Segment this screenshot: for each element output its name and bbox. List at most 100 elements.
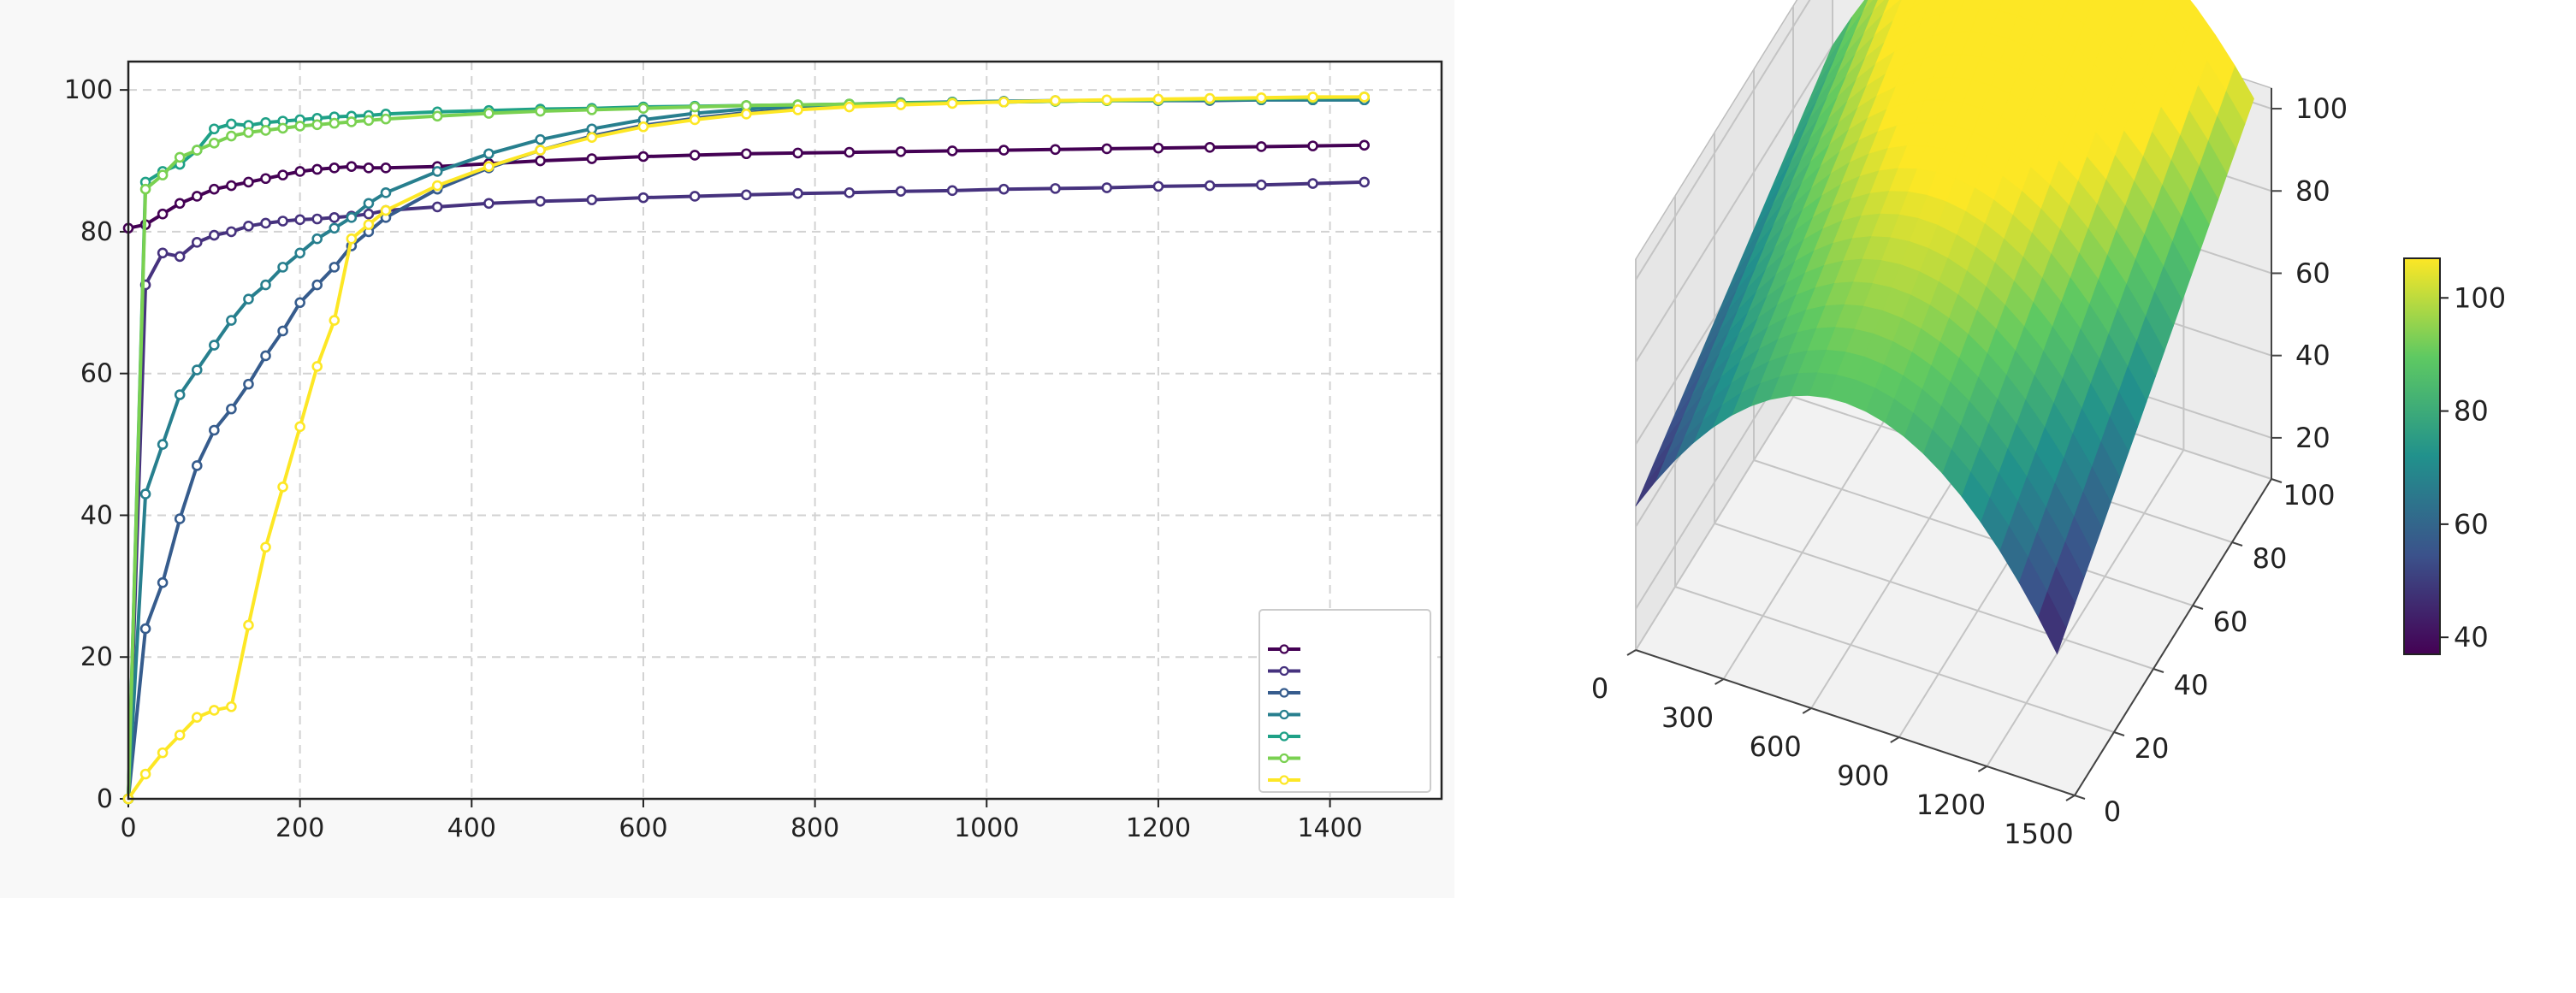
ci-tick-mark — [2271, 478, 2283, 483]
data-point — [895, 145, 907, 157]
data-point — [895, 186, 907, 197]
data-point — [157, 169, 169, 180]
data-point — [792, 104, 803, 115]
x-tick-label: 600 — [619, 813, 667, 843]
data-point — [329, 212, 341, 223]
ci-tick-mark — [2153, 668, 2164, 673]
data-point — [157, 576, 169, 588]
data-point — [535, 145, 546, 156]
colorbar-tick-label: 60 — [2454, 508, 2489, 541]
data-point — [226, 130, 237, 142]
data-point — [260, 125, 271, 136]
data-point — [1050, 183, 1061, 194]
data-point — [243, 127, 254, 139]
data-point — [792, 147, 803, 159]
data-point — [174, 151, 186, 163]
data-point — [844, 101, 856, 113]
data-point — [277, 262, 288, 273]
data-point — [311, 119, 323, 131]
data-point — [535, 133, 546, 145]
data-point — [363, 208, 375, 220]
data-point — [586, 132, 598, 143]
data-point — [277, 325, 288, 337]
side-gridline — [1635, 0, 1811, 281]
ci-tick-label: 60 — [2213, 606, 2248, 638]
time-axis-line — [1635, 649, 2076, 796]
data-point — [586, 123, 598, 135]
data-point — [1307, 92, 1318, 103]
data-point — [1307, 178, 1318, 189]
data-point — [346, 212, 358, 223]
data-point — [209, 340, 220, 351]
removal-tick-label: 20 — [2295, 422, 2330, 454]
data-point — [380, 204, 392, 216]
colorbar-tick-label: 40 — [2454, 621, 2489, 653]
data-point — [139, 623, 151, 635]
colorbar — [2403, 257, 2441, 655]
data-point — [260, 217, 271, 229]
data-point — [998, 145, 1010, 156]
data-point — [1152, 93, 1164, 105]
data-point — [1307, 140, 1318, 151]
y-tick-label: 80 — [80, 217, 113, 247]
data-point — [277, 216, 288, 227]
x-tick-label: 200 — [275, 813, 324, 843]
time-tick-label: 600 — [1750, 730, 1802, 763]
data-point — [844, 187, 856, 198]
data-point — [277, 122, 288, 134]
time-tick-label: 1500 — [2004, 818, 2073, 850]
data-point — [294, 121, 305, 132]
data-point — [260, 173, 271, 185]
time-tick-mark — [1890, 736, 1900, 743]
data-point — [209, 229, 220, 241]
data-point — [1101, 182, 1113, 193]
data-point — [483, 148, 494, 160]
data-point — [157, 747, 169, 759]
floor-gridline — [1753, 459, 2194, 606]
data-point — [741, 109, 752, 120]
data-point — [637, 192, 649, 204]
y-tick-label: 100 — [64, 75, 113, 105]
data-point — [311, 233, 323, 245]
legend-swatch-marker — [1279, 688, 1289, 698]
x-tick-label: 1400 — [1297, 813, 1362, 843]
data-point — [689, 114, 701, 126]
data-point — [792, 187, 803, 199]
x-tick-label: 800 — [791, 813, 839, 843]
data-point — [346, 161, 358, 172]
data-point — [431, 201, 443, 213]
legend-swatch-marker — [1279, 753, 1289, 764]
data-point — [895, 99, 907, 110]
data-point — [209, 138, 220, 149]
data-point — [277, 482, 288, 493]
data-point — [294, 297, 305, 309]
time-tick-label: 0 — [1591, 672, 1608, 705]
data-point — [191, 191, 203, 202]
legend-swatch-marker — [1279, 775, 1289, 785]
y-tick-label: 0 — [97, 784, 113, 814]
removal-tick-label: 60 — [2295, 257, 2330, 289]
data-point — [1359, 176, 1371, 188]
data-point — [586, 153, 598, 164]
data-point — [174, 513, 186, 524]
removal-tick-label: 80 — [2295, 174, 2330, 207]
data-point — [226, 315, 237, 326]
ci-tick-mark — [2074, 795, 2086, 800]
data-point — [294, 214, 305, 226]
data-point — [174, 251, 186, 263]
data-point — [226, 700, 237, 712]
data-point — [637, 103, 649, 115]
x-tick-label: 1000 — [954, 813, 1019, 843]
data-point — [311, 163, 323, 175]
ci-tick-mark — [2113, 731, 2125, 736]
data-point — [157, 208, 169, 220]
data-point — [329, 222, 341, 234]
time-tick-mark — [1802, 707, 1812, 714]
data-point — [637, 151, 649, 163]
data-point — [191, 712, 203, 723]
data-point — [209, 183, 220, 195]
data-point — [431, 110, 443, 122]
data-point — [1101, 94, 1113, 106]
